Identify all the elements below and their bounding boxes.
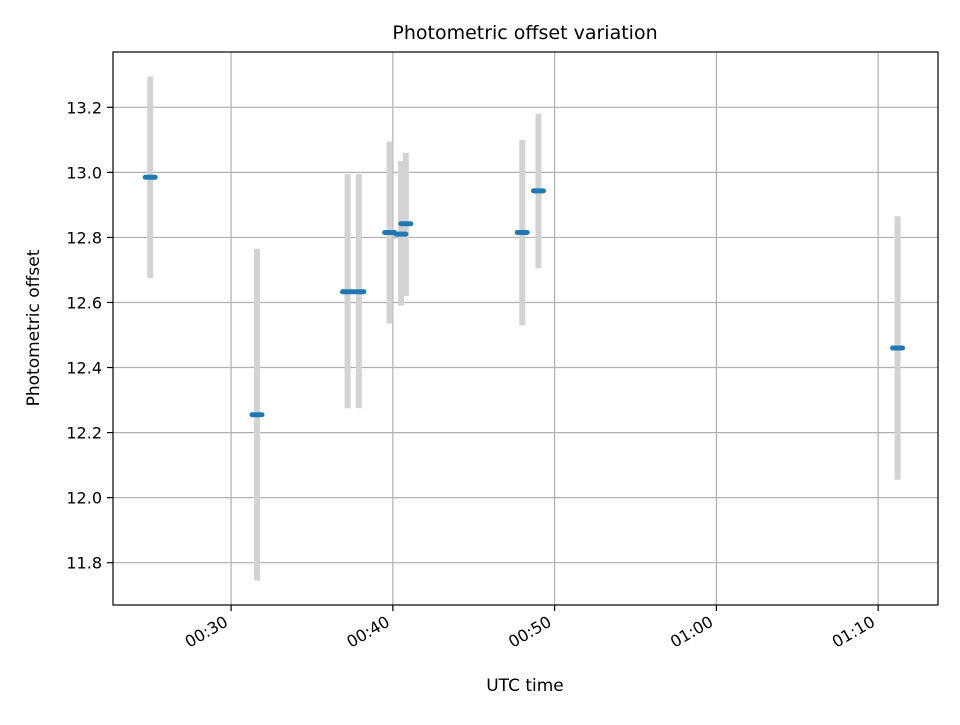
y-tick-label: 12.2	[66, 424, 102, 443]
y-tick-label: 12.0	[66, 489, 102, 508]
y-axis-ticks: 11.8 12.0 12.2 12.4 12.6 12.8 13.0 13.2	[66, 98, 113, 573]
y-axis-label: Photometric offset	[24, 249, 44, 406]
chart-title: Photometric offset variation	[392, 22, 657, 44]
y-tick-label: 12.8	[66, 228, 102, 247]
y-tick-label: 13.0	[66, 163, 102, 182]
y-tick-label: 13.2	[66, 98, 102, 117]
y-tick-label: 12.4	[66, 359, 102, 378]
y-tick-label: 12.6	[66, 293, 102, 312]
grid-layer	[113, 52, 938, 605]
plot-area-background	[113, 52, 938, 605]
marker-layer	[142, 174, 906, 418]
plot-frame	[112, 51, 939, 606]
x-axis-label: UTC time	[486, 676, 564, 696]
y-tick-label: 11.8	[66, 554, 102, 573]
